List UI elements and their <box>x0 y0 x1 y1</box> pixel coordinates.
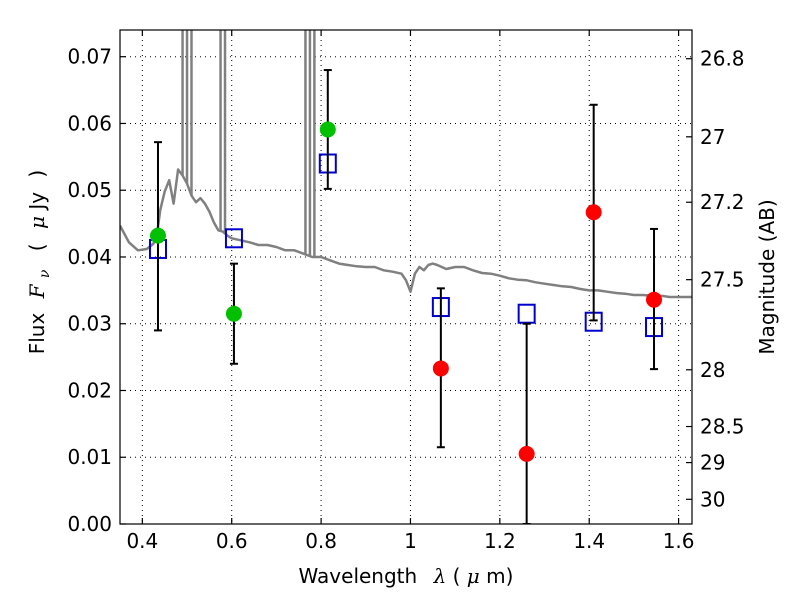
observed-flux-point <box>149 227 166 244</box>
y2-tick-label: 27.5 <box>700 268 745 292</box>
y2-tick-label: 26.8 <box>700 47 745 71</box>
y-axis-label: Flux F ν ( μ Jy ) <box>25 170 54 355</box>
y-tick-label: 0.00 <box>67 512 112 536</box>
plot-frame <box>119 29 693 525</box>
y-tick-label: 0.03 <box>67 312 112 336</box>
x-tick-label: 0.4 <box>126 529 158 553</box>
y2-tick-label: 29 <box>700 451 725 475</box>
x-tick-label: 0.8 <box>305 529 337 553</box>
y-tick-label: 0.01 <box>67 445 112 469</box>
model-flux-marker <box>517 303 536 324</box>
axis-ticks: 0.4 0.6 0.8 1 1.2 1.4 1.6 0.00 0.01 0.02 0.03 0.04 0… <box>67 30 745 553</box>
plot-series <box>120 30 692 524</box>
observed-flux-point <box>225 305 242 322</box>
observed-flux-point <box>319 121 336 138</box>
y-label-open: ( <box>25 243 49 251</box>
x-axis-label: Wavelength λ ( μ m) <box>299 564 514 588</box>
x-label-open: ( <box>453 564 461 588</box>
y-label-mu: μ <box>25 216 49 229</box>
x-tick-label: 0.6 <box>216 529 248 553</box>
observed-flux-point <box>646 291 663 308</box>
y2-tick-label: 28 <box>700 358 725 382</box>
y-label-f: F <box>25 283 49 299</box>
x-tick-label: 1.2 <box>484 529 516 553</box>
observed-flux-point <box>432 360 449 377</box>
y-label-word: Flux <box>25 313 49 355</box>
x-label-lambda: λ <box>433 564 447 588</box>
y-tick-label: 0.07 <box>67 45 112 69</box>
y-label-unit: Jy <box>25 192 49 212</box>
x-label-mu: μ <box>467 564 480 588</box>
x-tick-label: 1.4 <box>573 529 605 553</box>
y-tick-label: 0.06 <box>67 111 112 135</box>
y2-axis-label: Magnitude (AB) <box>755 199 779 354</box>
observed-flux-point <box>585 204 602 221</box>
y2-tick-label: 30 <box>700 487 725 511</box>
x-label-word: Wavelength <box>299 564 418 588</box>
x-tick-label: 1.6 <box>663 529 695 553</box>
y-tick-label: 0.05 <box>67 178 112 202</box>
y2-tick-label: 27 <box>700 125 725 149</box>
y-tick-label: 0.02 <box>67 378 112 402</box>
y-tick-label: 0.04 <box>67 245 112 269</box>
x-label-unit: m) <box>486 564 513 588</box>
model-flux-marker <box>224 228 243 249</box>
x-tick-label: 1 <box>404 529 417 553</box>
y2-tick-label: 28.5 <box>700 415 745 439</box>
y2-tick-label: 27.2 <box>700 190 745 214</box>
y-label-nu: ν <box>37 269 53 278</box>
observed-flux-point <box>518 445 535 462</box>
y-label-close: ) <box>25 170 49 178</box>
